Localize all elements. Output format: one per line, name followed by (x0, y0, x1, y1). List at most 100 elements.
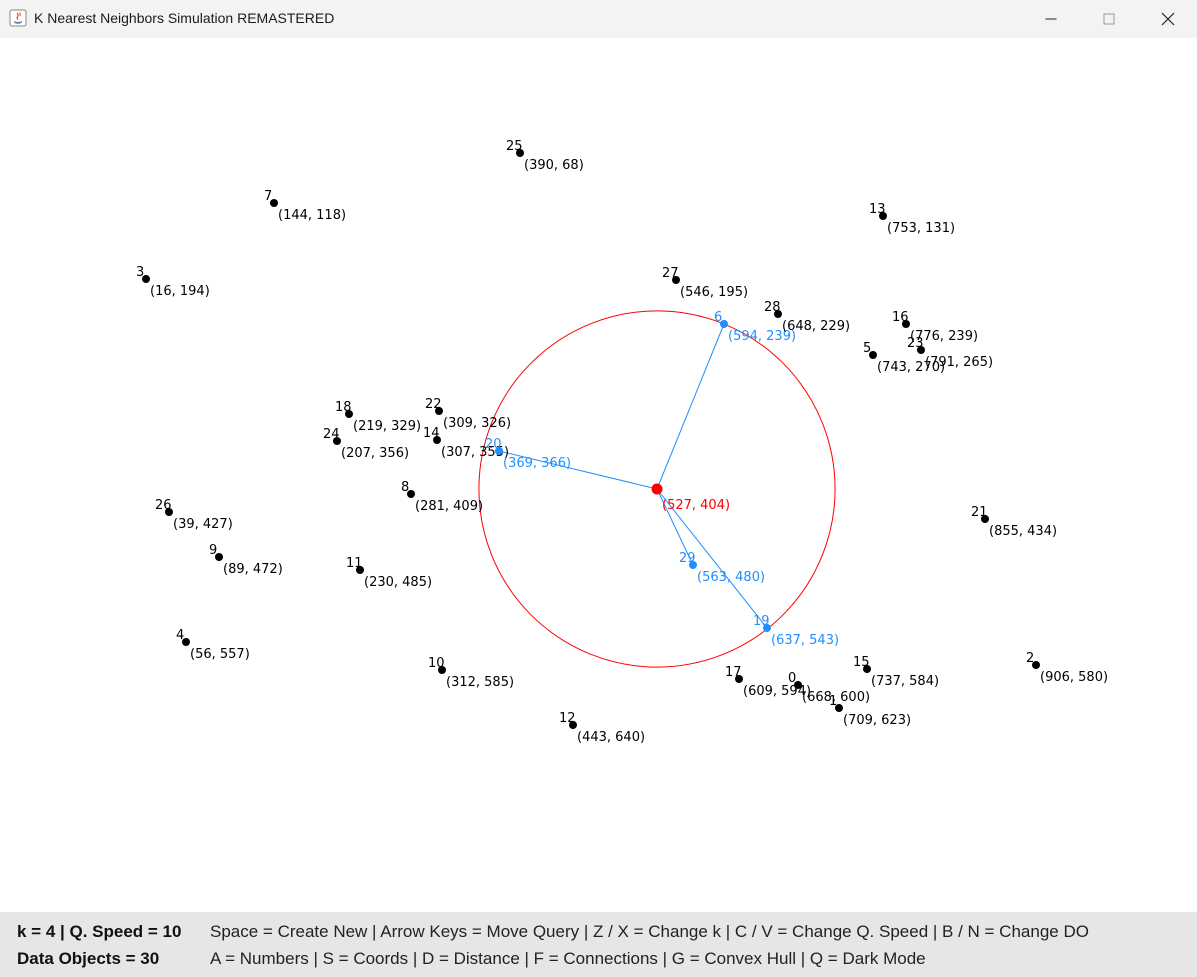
data-point-3[interactable] (142, 275, 150, 283)
point-coords-3: (16, 194) (150, 284, 210, 299)
point-coords-24: (207, 356) (341, 446, 409, 461)
point-coords-6: (594, 239) (728, 329, 796, 344)
point-number-26: 26 (155, 498, 172, 513)
point-number-27: 27 (662, 266, 679, 281)
data-point-18[interactable] (345, 410, 353, 418)
data-point-22[interactable] (435, 407, 443, 415)
point-coords-11: (230, 485) (364, 575, 432, 590)
point-coords-21: (855, 434) (989, 524, 1057, 539)
data-point-2[interactable] (1032, 661, 1040, 669)
data-point-5[interactable] (869, 351, 877, 359)
point-coords-12: (443, 640) (577, 730, 645, 745)
point-number-14: 14 (423, 426, 440, 441)
point-number-20: 20 (485, 437, 502, 452)
point-number-9: 9 (209, 543, 217, 558)
point-coords-14: (307, 355) (441, 445, 509, 460)
data-point-10[interactable] (438, 666, 446, 674)
point-coords-17: (609, 594) (743, 684, 811, 699)
neighbor-connection-6 (656, 323, 725, 490)
point-coords-1: (709, 623) (843, 713, 911, 728)
data-point-15[interactable] (863, 665, 871, 673)
data-point-13[interactable] (879, 212, 887, 220)
window-title: K Nearest Neighbors Simulation REMASTERE… (34, 10, 335, 26)
point-coords-28: (648, 229) (782, 319, 850, 334)
point-coords-18: (219, 329) (353, 419, 421, 434)
query-coords: (527, 404) (662, 498, 730, 513)
data-point-19[interactable] (763, 624, 771, 632)
point-number-17: 17 (725, 665, 742, 680)
point-coords-15: (737, 584) (871, 674, 939, 689)
point-number-24: 24 (323, 427, 340, 442)
point-coords-29: (563, 480) (697, 570, 765, 585)
data-point-24[interactable] (333, 437, 341, 445)
point-number-29: 29 (679, 551, 696, 566)
point-coords-13: (753, 131) (887, 221, 955, 236)
point-number-10: 10 (428, 656, 445, 671)
data-point-9[interactable] (215, 553, 223, 561)
point-coords-4: (56, 557) (190, 647, 250, 662)
point-number-7: 7 (264, 189, 272, 204)
point-number-18: 18 (335, 400, 352, 415)
close-icon (1161, 12, 1175, 26)
point-number-5: 5 (863, 341, 871, 356)
point-number-28: 28 (764, 300, 781, 315)
data-point-7[interactable] (270, 199, 278, 207)
point-coords-16: (776, 239) (910, 329, 978, 344)
data-point-17[interactable] (735, 675, 743, 683)
point-coords-19: (637, 543) (771, 633, 839, 648)
close-button[interactable] (1139, 0, 1197, 38)
query-point[interactable] (651, 483, 663, 495)
point-coords-26: (39, 427) (173, 517, 233, 532)
point-number-13: 13 (869, 202, 886, 217)
simulation-scene[interactable]: 0 (668, 600)1 (709, 623) 2 (906, 580) 3 (16, 1… (0, 38, 1197, 912)
data-point-6[interactable] (720, 320, 728, 328)
point-coords-0: (668, 600) (802, 690, 870, 705)
neighbor-connection-19 (656, 488, 768, 629)
neighbor-connection-29 (656, 488, 694, 566)
data-point-12[interactable] (569, 721, 577, 729)
data-objects-readout: Data Objects = 30 (17, 949, 160, 968)
point-coords-25: (390, 68) (524, 158, 584, 173)
title-bar[interactable]: K Nearest Neighbors Simulation REMASTERE… (0, 0, 1197, 39)
data-point-29[interactable] (689, 561, 697, 569)
data-point-20[interactable] (495, 447, 503, 455)
data-point-26[interactable] (165, 508, 173, 516)
point-number-3: 3 (136, 265, 144, 280)
point-number-22: 22 (425, 397, 442, 412)
point-number-19: 19 (753, 614, 770, 629)
data-point-1[interactable] (835, 704, 843, 712)
data-point-0[interactable] (794, 681, 802, 689)
data-point-25[interactable] (516, 149, 524, 157)
k-radius-circle (478, 310, 836, 668)
data-point-14[interactable] (433, 436, 441, 444)
maximize-icon (1103, 13, 1115, 25)
maximize-button[interactable] (1080, 0, 1138, 38)
data-point-27[interactable] (672, 276, 680, 284)
point-number-1: 1 (829, 694, 837, 709)
point-number-16: 16 (892, 310, 909, 325)
point-number-4: 4 (176, 628, 184, 643)
point-coords-7: (144, 118) (278, 208, 346, 223)
data-point-11[interactable] (356, 566, 364, 574)
minimize-icon (1045, 18, 1057, 20)
point-coords-5: (743, 270) (877, 360, 945, 375)
minimize-button[interactable] (1022, 0, 1080, 38)
data-point-28[interactable] (774, 310, 782, 318)
point-coords-20: (369, 366) (503, 456, 571, 471)
point-coords-10: (312, 585) (446, 675, 514, 690)
data-point-8[interactable] (407, 490, 415, 498)
key-help-line-1: Space = Create New | Arrow Keys = Move Q… (210, 922, 1089, 941)
simulation-canvas[interactable]: 0 (668, 600) 1 (709, 623) 2 (906, 580) 3 (16, 1… (0, 38, 1197, 912)
point-coords-22: (309, 326) (443, 416, 511, 431)
point-number-11: 11 (346, 556, 363, 571)
data-point-21[interactable] (981, 515, 989, 523)
data-point-4[interactable] (182, 638, 190, 646)
data-point-23[interactable] (917, 346, 925, 354)
point-coords-8: (281, 409) (415, 499, 483, 514)
point-number-6: 6 (714, 310, 722, 325)
java-icon (9, 9, 27, 27)
point-number-21: 21 (971, 505, 988, 520)
point-number-23: 23 (907, 336, 924, 351)
neighbor-connection-20 (498, 450, 658, 490)
data-point-16[interactable] (902, 320, 910, 328)
